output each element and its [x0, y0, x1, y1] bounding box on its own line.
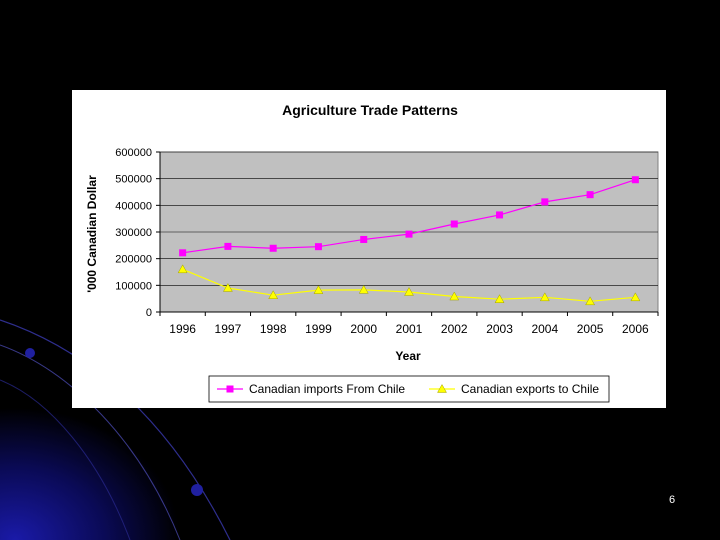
x-tick-label: 2001: [396, 322, 423, 336]
data-point: [585, 296, 596, 306]
x-tick-label: 2005: [577, 322, 604, 336]
x-tick-label: 2004: [531, 322, 558, 336]
x-axis-label: Year: [395, 349, 421, 363]
x-tick-label: 2006: [622, 322, 649, 336]
data-point: [630, 292, 641, 302]
line-chart: Agriculture Trade Patterns '000 Canadian…: [85, 102, 659, 403]
x-tick-label: 2000: [350, 322, 377, 336]
x-tick-label: 1997: [215, 322, 242, 336]
data-point: [631, 176, 639, 184]
data-point: [405, 230, 413, 238]
data-point: [494, 294, 505, 303]
x-tick-label: 2003: [486, 322, 513, 336]
x-tick-label: 1998: [260, 322, 287, 336]
data-point: [269, 244, 277, 252]
y-tick-label: 300000: [115, 227, 152, 239]
data-point: [224, 242, 232, 250]
y-tick-label: 500000: [115, 174, 152, 186]
legend-marker: [437, 383, 447, 393]
legend-box: [208, 375, 610, 403]
data-point: [449, 291, 460, 301]
x-tick-label: 1999: [305, 322, 332, 336]
data-point: [313, 285, 324, 294]
data-point: [539, 292, 550, 302]
decor-dot: [25, 348, 35, 358]
data-point: [360, 235, 368, 243]
data-point: [404, 286, 414, 296]
legend-entry-1: Canadian imports From Chile: [249, 382, 405, 396]
data-point: [314, 243, 322, 251]
y-tick-label: 400000: [115, 200, 152, 212]
data-point: [450, 220, 458, 228]
data-point: [541, 198, 549, 206]
data-point: [358, 284, 369, 294]
legend-entry-2: Canadian exports to Chile: [461, 382, 599, 396]
y-tick-label: 0: [146, 307, 152, 319]
chart-panel: Agriculture Trade Patterns '000 Canadian…: [72, 90, 666, 408]
chart-title: Agriculture Trade Patterns: [282, 102, 458, 118]
y-tick-label: 100000: [115, 280, 152, 292]
data-point: [179, 249, 187, 257]
y-tick-label: 200000: [115, 254, 152, 266]
x-tick-label: 1996: [169, 322, 196, 336]
data-point: [222, 282, 233, 292]
y-axis-label: '000 Canadian Dollar: [85, 175, 99, 293]
legend-marker: [226, 385, 234, 393]
decor-dot: [191, 484, 203, 496]
data-point: [496, 211, 504, 219]
y-tick-label: 600000: [115, 147, 152, 159]
slide-number: 6: [668, 494, 676, 506]
data-point: [586, 191, 594, 199]
data-point: [177, 264, 188, 274]
x-tick-label: 2002: [441, 322, 468, 336]
data-point: [268, 290, 279, 299]
